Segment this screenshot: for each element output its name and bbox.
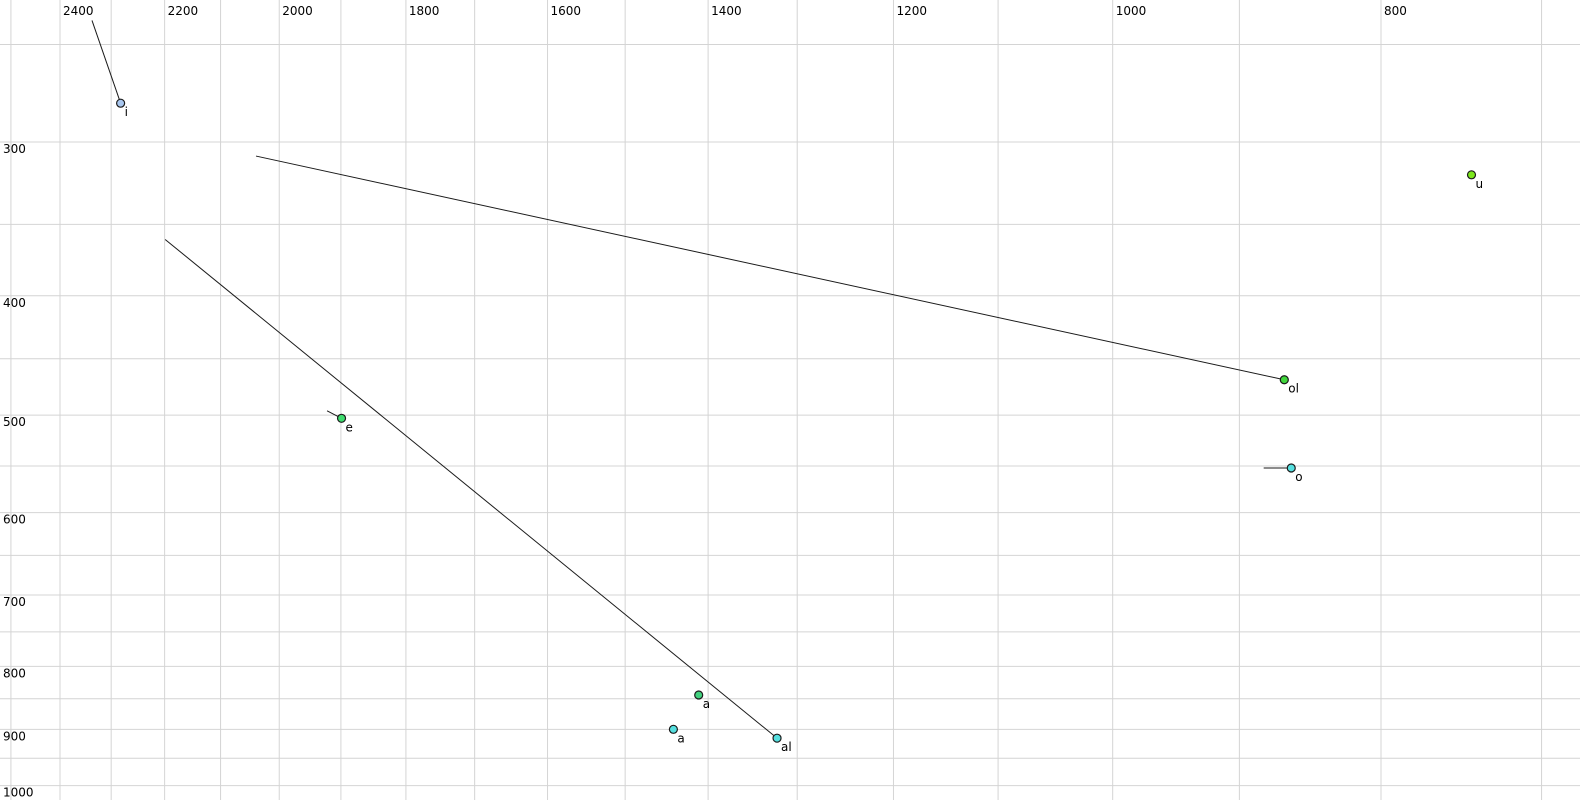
x-axis-tick-label: 800: [1384, 4, 1407, 18]
x-axis-tick-label: 1600: [551, 4, 582, 18]
y-axis-tick-label: 1000: [3, 786, 34, 800]
data-point-al[interactable]: [772, 733, 782, 743]
x-axis-tick-label: 2200: [168, 4, 199, 18]
x-axis-tick-label: 1800: [409, 4, 440, 18]
data-point-label-o: o: [1295, 470, 1302, 484]
y-axis-tick-label: 600: [3, 513, 26, 527]
data-point-e[interactable]: [336, 413, 347, 423]
data-point-u[interactable]: [1466, 170, 1477, 180]
y-axis-tick-label: 900: [3, 729, 26, 743]
data-point-a[interactable]: [668, 724, 678, 734]
data-point-label-e: e: [346, 420, 353, 434]
data-point-i[interactable]: [116, 98, 126, 108]
x-axis-tick-label: 1000: [1116, 4, 1147, 18]
data-point-label-a: a: [703, 697, 710, 711]
trajectory-line-i: [91, 20, 122, 104]
data-point-ol[interactable]: [1279, 375, 1289, 385]
data-point-label-i: i: [125, 105, 128, 119]
y-axis-tick-label: 400: [3, 296, 26, 310]
y-axis-tick-label: 800: [3, 666, 26, 680]
y-axis-tick-label: 700: [3, 595, 26, 609]
x-axis-tick-label: 1200: [896, 4, 927, 18]
y-axis-tick-label: 300: [3, 142, 26, 156]
x-axis-tick-label: 2400: [63, 4, 94, 18]
y-axis-tick-label: 500: [3, 415, 26, 429]
data-point-label-u: u: [1476, 177, 1484, 191]
data-point-label-a: a: [677, 731, 684, 745]
data-point-a[interactable]: [694, 690, 704, 700]
data-point-o[interactable]: [1286, 463, 1296, 473]
data-point-label-al: al: [781, 740, 792, 754]
data-point-label-ol: ol: [1288, 382, 1299, 396]
trajectory-line-al: [164, 239, 778, 739]
trajectory-line-ol: [255, 155, 1285, 381]
x-axis-tick-label: 2000: [282, 4, 313, 18]
x-axis-tick-label: 1400: [711, 4, 742, 18]
